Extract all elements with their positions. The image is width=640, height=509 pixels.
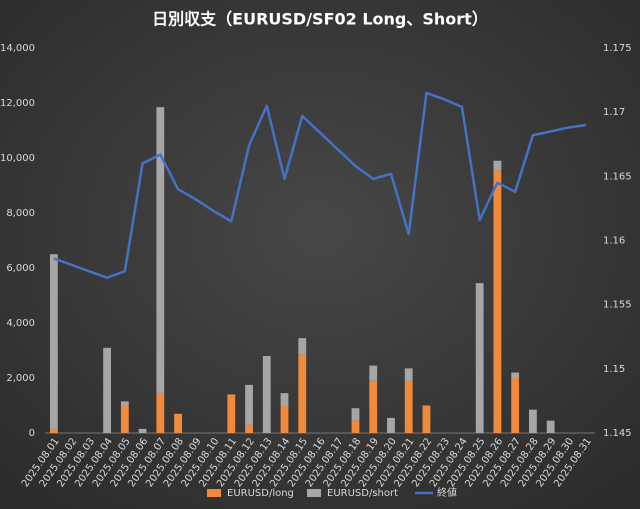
bar — [511, 378, 520, 433]
bar — [120, 405, 129, 433]
y-tick-label: 2,000 — [6, 373, 35, 384]
chart-title: 日別収支（EURUSD/SF02 Long、Short） — [152, 10, 488, 29]
bar — [493, 170, 502, 433]
bar — [262, 356, 271, 433]
y-tick-label: 12,000 — [0, 98, 35, 109]
close-line — [53, 91, 587, 279]
bar — [529, 409, 537, 433]
bar — [404, 368, 413, 381]
y-tick-label: 14,000 — [0, 43, 35, 54]
bar — [156, 107, 165, 394]
y-tick-label: 4,000 — [6, 318, 35, 329]
y2-tick-label: 1.17 — [603, 107, 625, 118]
legend-label: EURUSD/short — [327, 488, 398, 499]
y-tick-label: 10,000 — [0, 153, 35, 164]
bar — [227, 394, 236, 433]
bar — [280, 393, 289, 406]
legend-label: 終値 — [437, 486, 457, 499]
y-tick-label: 6,000 — [6, 263, 35, 274]
y-tick-label: 8,000 — [6, 208, 35, 219]
bar — [493, 160, 502, 171]
bar — [245, 424, 253, 433]
bar — [174, 413, 182, 433]
bar — [49, 254, 58, 429]
y2-tick-label: 1.165 — [603, 171, 632, 182]
bar — [475, 283, 484, 433]
bar — [120, 401, 129, 406]
bar — [369, 380, 378, 433]
bar — [422, 405, 431, 433]
bar — [103, 347, 111, 433]
legend-label: EURUSD/long — [227, 488, 294, 499]
y2-tick-label: 1.16 — [603, 236, 625, 247]
bar — [298, 354, 307, 433]
bar — [351, 420, 360, 433]
legend-swatch — [207, 489, 221, 497]
bar — [298, 338, 307, 355]
y2-tick-label: 1.175 — [603, 43, 632, 54]
bar — [49, 428, 58, 433]
bar — [511, 372, 520, 378]
y2-tick-label: 1.15 — [603, 364, 625, 375]
bar — [387, 417, 395, 433]
bar — [546, 420, 555, 433]
y2-tick-label: 1.145 — [603, 428, 632, 439]
bar — [404, 380, 413, 433]
bar — [138, 428, 147, 433]
bar — [351, 408, 360, 421]
bar — [280, 405, 289, 433]
bar — [156, 393, 165, 433]
bar — [369, 365, 378, 381]
y-tick-label: 0 — [29, 428, 35, 439]
y2-tick-label: 1.155 — [603, 300, 632, 311]
bar — [245, 384, 253, 425]
legend-swatch — [307, 489, 321, 497]
